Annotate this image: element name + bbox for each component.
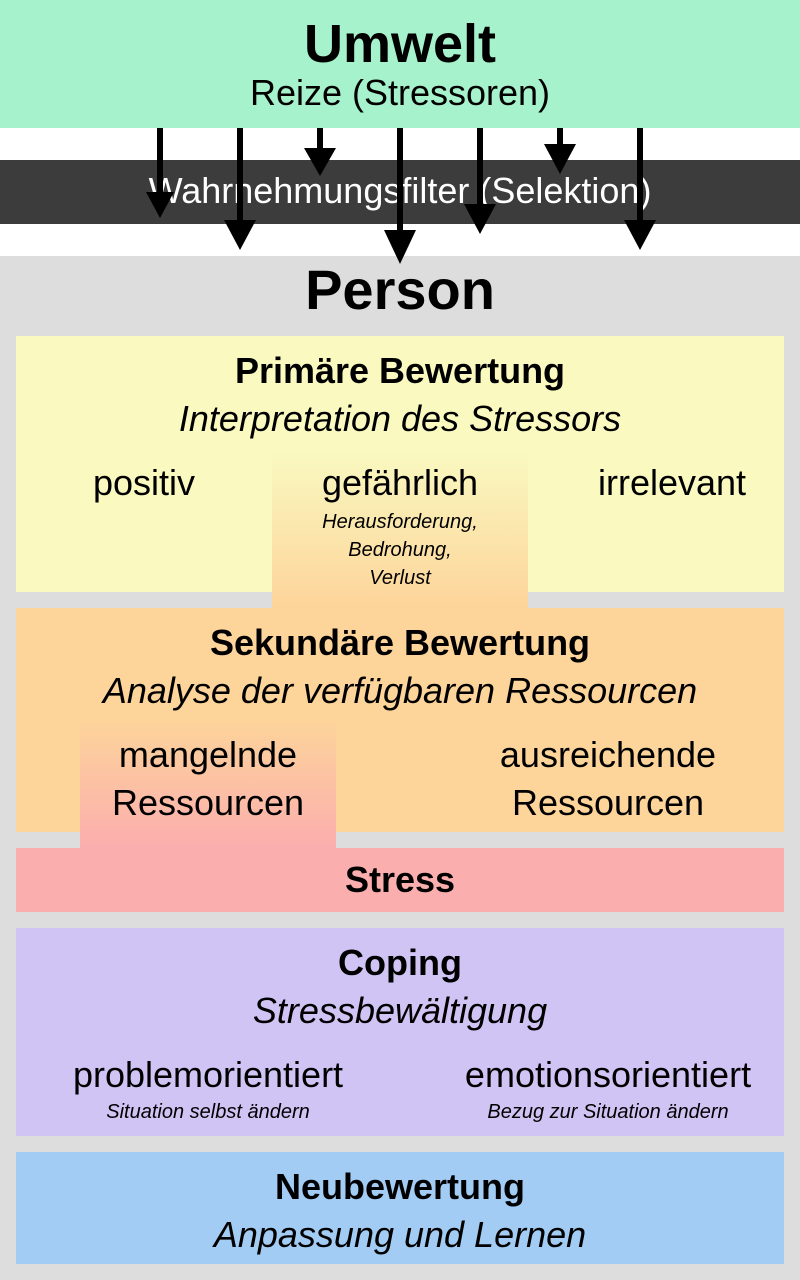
gefaehrlich-detail: Herausforderung,: [322, 511, 478, 533]
umwelt-title: Umwelt: [303, 14, 497, 74]
stress-label: Stress: [344, 859, 456, 900]
lacking-resources-line2: Ressourcen: [111, 782, 305, 823]
stressor-arrow-3: [304, 128, 336, 176]
reappraisal-box: [16, 1152, 784, 1264]
secondary-title: Sekundäre Bewertung: [209, 622, 591, 663]
umwelt-subtitle: Reize (Stressoren): [249, 72, 551, 113]
coping-title: Coping: [338, 942, 462, 983]
secondary-subtitle: Analyse der verfügbaren Ressourcen: [102, 670, 698, 711]
option-positiv: positiv: [92, 462, 196, 503]
stressor-arrow-6: [544, 128, 576, 174]
coping-box: [16, 928, 784, 1136]
gefaehrlich-detail: Bedrohung,: [348, 539, 452, 561]
reappraisal-title: Neubewertung: [274, 1166, 526, 1207]
sufficient-resources-line1: ausreichende: [499, 734, 717, 775]
coping-emotion-detail: Bezug zur Situation ändern: [487, 1101, 729, 1123]
coping-emotion-label: emotionsorientiert: [464, 1054, 752, 1095]
stress-box: [16, 848, 784, 912]
lacking-resources-line1: mangelnde: [118, 734, 298, 775]
lacking-resources-connector: [80, 720, 336, 848]
stressor-arrow-2: [224, 128, 256, 250]
gefaehrlich-detail: Verlust: [369, 567, 431, 589]
option-gefaehrlich: gefährlich: [321, 462, 479, 503]
stressor-arrow-1: [146, 128, 174, 218]
stressor-arrow-4: [384, 128, 416, 264]
reappraisal-subtitle: Anpassung und Lernen: [213, 1214, 587, 1255]
primary-title: Primäre Bewertung: [234, 350, 566, 391]
coping-problem-label: problemorientiert: [72, 1054, 344, 1095]
coping-subtitle: Stressbewältigung: [252, 990, 548, 1031]
option-irrelevant: irrelevant: [597, 462, 747, 503]
umwelt-panel: [0, 0, 800, 128]
dangerous-connector: [272, 452, 528, 608]
person-title: Person: [305, 258, 495, 321]
stressor-arrow-5: [464, 128, 496, 234]
stressor-arrow-7: [624, 128, 656, 250]
primary-subtitle: Interpretation des Stressors: [178, 398, 622, 439]
sufficient-resources-line2: Ressourcen: [511, 782, 705, 823]
coping-problem-detail: Situation selbst ändern: [106, 1101, 310, 1123]
